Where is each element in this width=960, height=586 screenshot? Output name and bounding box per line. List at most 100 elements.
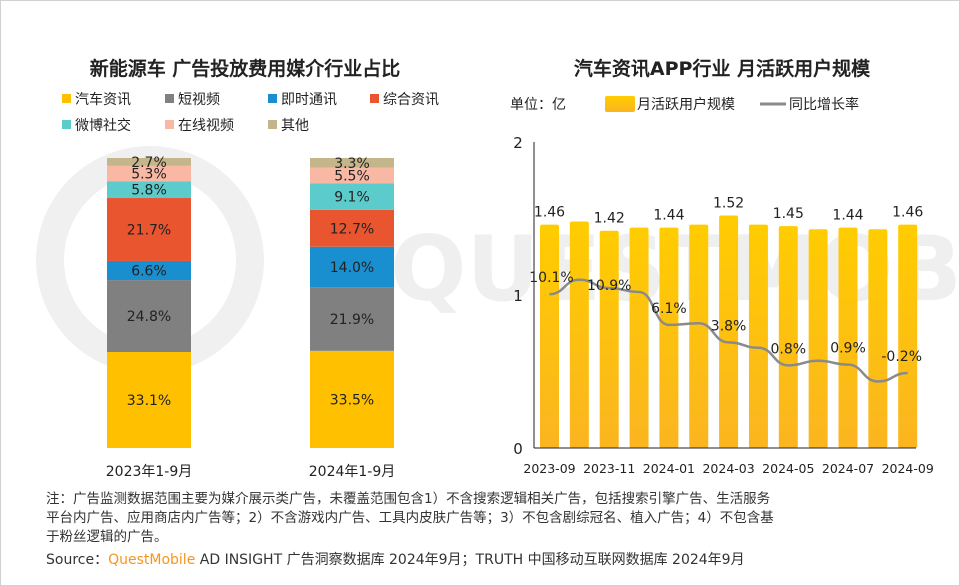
bar-value-label: 1.44: [653, 208, 684, 224]
mau-bar: [898, 224, 918, 448]
yoy-value-label: 3.8%: [711, 318, 747, 334]
bar-value-label: 1.46: [534, 205, 565, 221]
mau-bar: [599, 230, 619, 448]
footnote-line-1: 注：广告监测数据范围主要为媒介展示类广告，未覆盖范围包含1）不含搜索逻辑相关广告…: [46, 491, 771, 507]
mau-bar: [659, 227, 679, 448]
stack-segment: [310, 209, 394, 247]
legend-swatch-2: [268, 94, 277, 103]
mau-bar: [540, 224, 559, 448]
segment-label: 5.5%: [334, 169, 370, 185]
segment-label: 33.5%: [330, 392, 374, 408]
x-tick-label: 2024-09: [882, 461, 934, 476]
bar-value-label: 1.46: [892, 205, 923, 221]
footnote-line-2: 平台内广告、应用商店内广告等；2）不含游戏内广告、工具内皮肤广告等；3）不包含剧…: [46, 510, 774, 526]
legend-label-yoy: 同比增长率: [789, 96, 859, 113]
source-prefix: Source：: [46, 552, 109, 568]
segment-label: 21.7%: [127, 222, 171, 238]
x-tick-label: 2024-03: [702, 461, 754, 476]
stack-segment: [107, 352, 191, 448]
segment-label: 5.3%: [131, 167, 167, 183]
mau-bar: [868, 229, 888, 448]
category-label: 2023年1-9月: [106, 464, 193, 480]
segment-label: 33.1%: [127, 393, 171, 409]
bar-value-label: 1.42: [594, 211, 625, 227]
unit-label: 单位：亿: [510, 97, 566, 113]
stack-segment: [107, 260, 191, 281]
bar-value-label: 1.52: [713, 195, 744, 211]
yoy-line: [549, 278, 908, 383]
x-tick-label: 2024-05: [762, 461, 814, 476]
yoy-value-label: 0.8%: [771, 341, 807, 357]
stack-segment: [310, 167, 394, 184]
segment-label: 2.7%: [131, 155, 167, 171]
stack-segment: [310, 158, 394, 168]
y-tick-label: 2: [513, 134, 523, 152]
left-plot: 33.1% 24.8% 6.6% 21.7% 5.8%5.3%2.7% 2023年1-9月…: [106, 155, 396, 480]
legend-swatch-mau: [605, 96, 635, 112]
segment-label: 5.8%: [131, 183, 167, 199]
y-tick-label: 0: [513, 440, 523, 458]
yoy-value-label: 0.9%: [830, 341, 866, 357]
stack-segment: [107, 165, 191, 182]
stack-segment: [107, 158, 191, 166]
segment-label: 9.1%: [334, 190, 370, 206]
bar-value-label: 1.44: [832, 208, 863, 224]
x-tick-label: 2023-09: [523, 461, 575, 476]
segment-label: 6.6%: [131, 264, 167, 280]
mau-bar: [569, 221, 589, 448]
yoy-value-label: 10.1%: [529, 270, 573, 286]
stack-segment: [310, 350, 394, 448]
legend-label: 其他: [281, 118, 309, 134]
mau-bar: [838, 227, 858, 448]
right-plot: 0 1 2 1.46 1.42 1.44 1.52 1.45 1.44 1.46 10.1% 10.9…: [513, 134, 934, 476]
y-tick-label: 1: [513, 287, 523, 305]
segment-label: 3.3%: [334, 156, 370, 172]
legend-swatch-1: [165, 94, 174, 103]
stack-segment: [107, 280, 191, 353]
stack-segment: [310, 246, 394, 288]
stack-segment: [107, 181, 191, 199]
legend-label: 微博社交: [75, 117, 131, 134]
source-line: Source：QuestMobile AD INSIGHT 广告洞察数据库 20…: [46, 551, 745, 570]
legend-label: 短视频: [178, 92, 220, 108]
stack-segment: [310, 183, 394, 210]
yoy-value-label: -0.2%: [881, 349, 922, 365]
x-tick-label: 2024-07: [822, 461, 874, 476]
source-brand: QuestMobile: [108, 552, 196, 568]
legend-swatch-3: [370, 94, 379, 103]
stack-segment: [107, 198, 191, 261]
right-chart-title: 汽车资讯APP行业 月活跃用户规模: [574, 57, 871, 80]
mau-bar: [808, 229, 828, 448]
x-tick-label: 2024-01: [643, 461, 695, 476]
segment-label: 12.7%: [330, 221, 374, 237]
mau-bar: [778, 226, 798, 448]
mau-bar: [719, 215, 739, 448]
mau-bar: [629, 227, 649, 448]
bar-value-label: 1.45: [773, 206, 804, 222]
legend-swatch-5: [165, 120, 174, 129]
segment-label: 14.0%: [330, 260, 374, 276]
mau-bar: [748, 224, 768, 448]
stack-segment: [310, 287, 394, 351]
left-chart-title: 新能源车 广告投放费用媒介行业占比: [90, 57, 401, 80]
segment-label: 24.8%: [127, 309, 171, 325]
legend-label: 综合资讯: [383, 92, 439, 108]
yoy-value-label: 6.1%: [651, 301, 687, 317]
segment-label: 21.9%: [330, 312, 374, 328]
legend-label: 即时通讯: [281, 92, 337, 108]
footnote-line-3: 于粉丝逻辑的广告。: [46, 529, 168, 545]
legend-label: 在线视频: [178, 118, 234, 134]
legend-swatch-4: [62, 120, 71, 129]
x-tick-label: 2023-11: [583, 461, 635, 476]
category-label: 2024年1-9月: [309, 464, 396, 480]
legend-label: 汽车资讯: [75, 91, 131, 108]
source-rest: AD INSIGHT 广告洞察数据库 2024年9月；TRUTH 中国移动互联网…: [195, 552, 745, 568]
legend-swatch-6: [268, 120, 277, 129]
legend-swatch-0: [62, 94, 71, 103]
mau-bar: [689, 224, 709, 448]
legend-label-mau: 月活跃用户规模: [637, 96, 735, 113]
yoy-value-label: 10.9%: [587, 278, 631, 294]
right-legend: 单位：亿 月活跃用户规模 同比增长率: [510, 96, 859, 113]
